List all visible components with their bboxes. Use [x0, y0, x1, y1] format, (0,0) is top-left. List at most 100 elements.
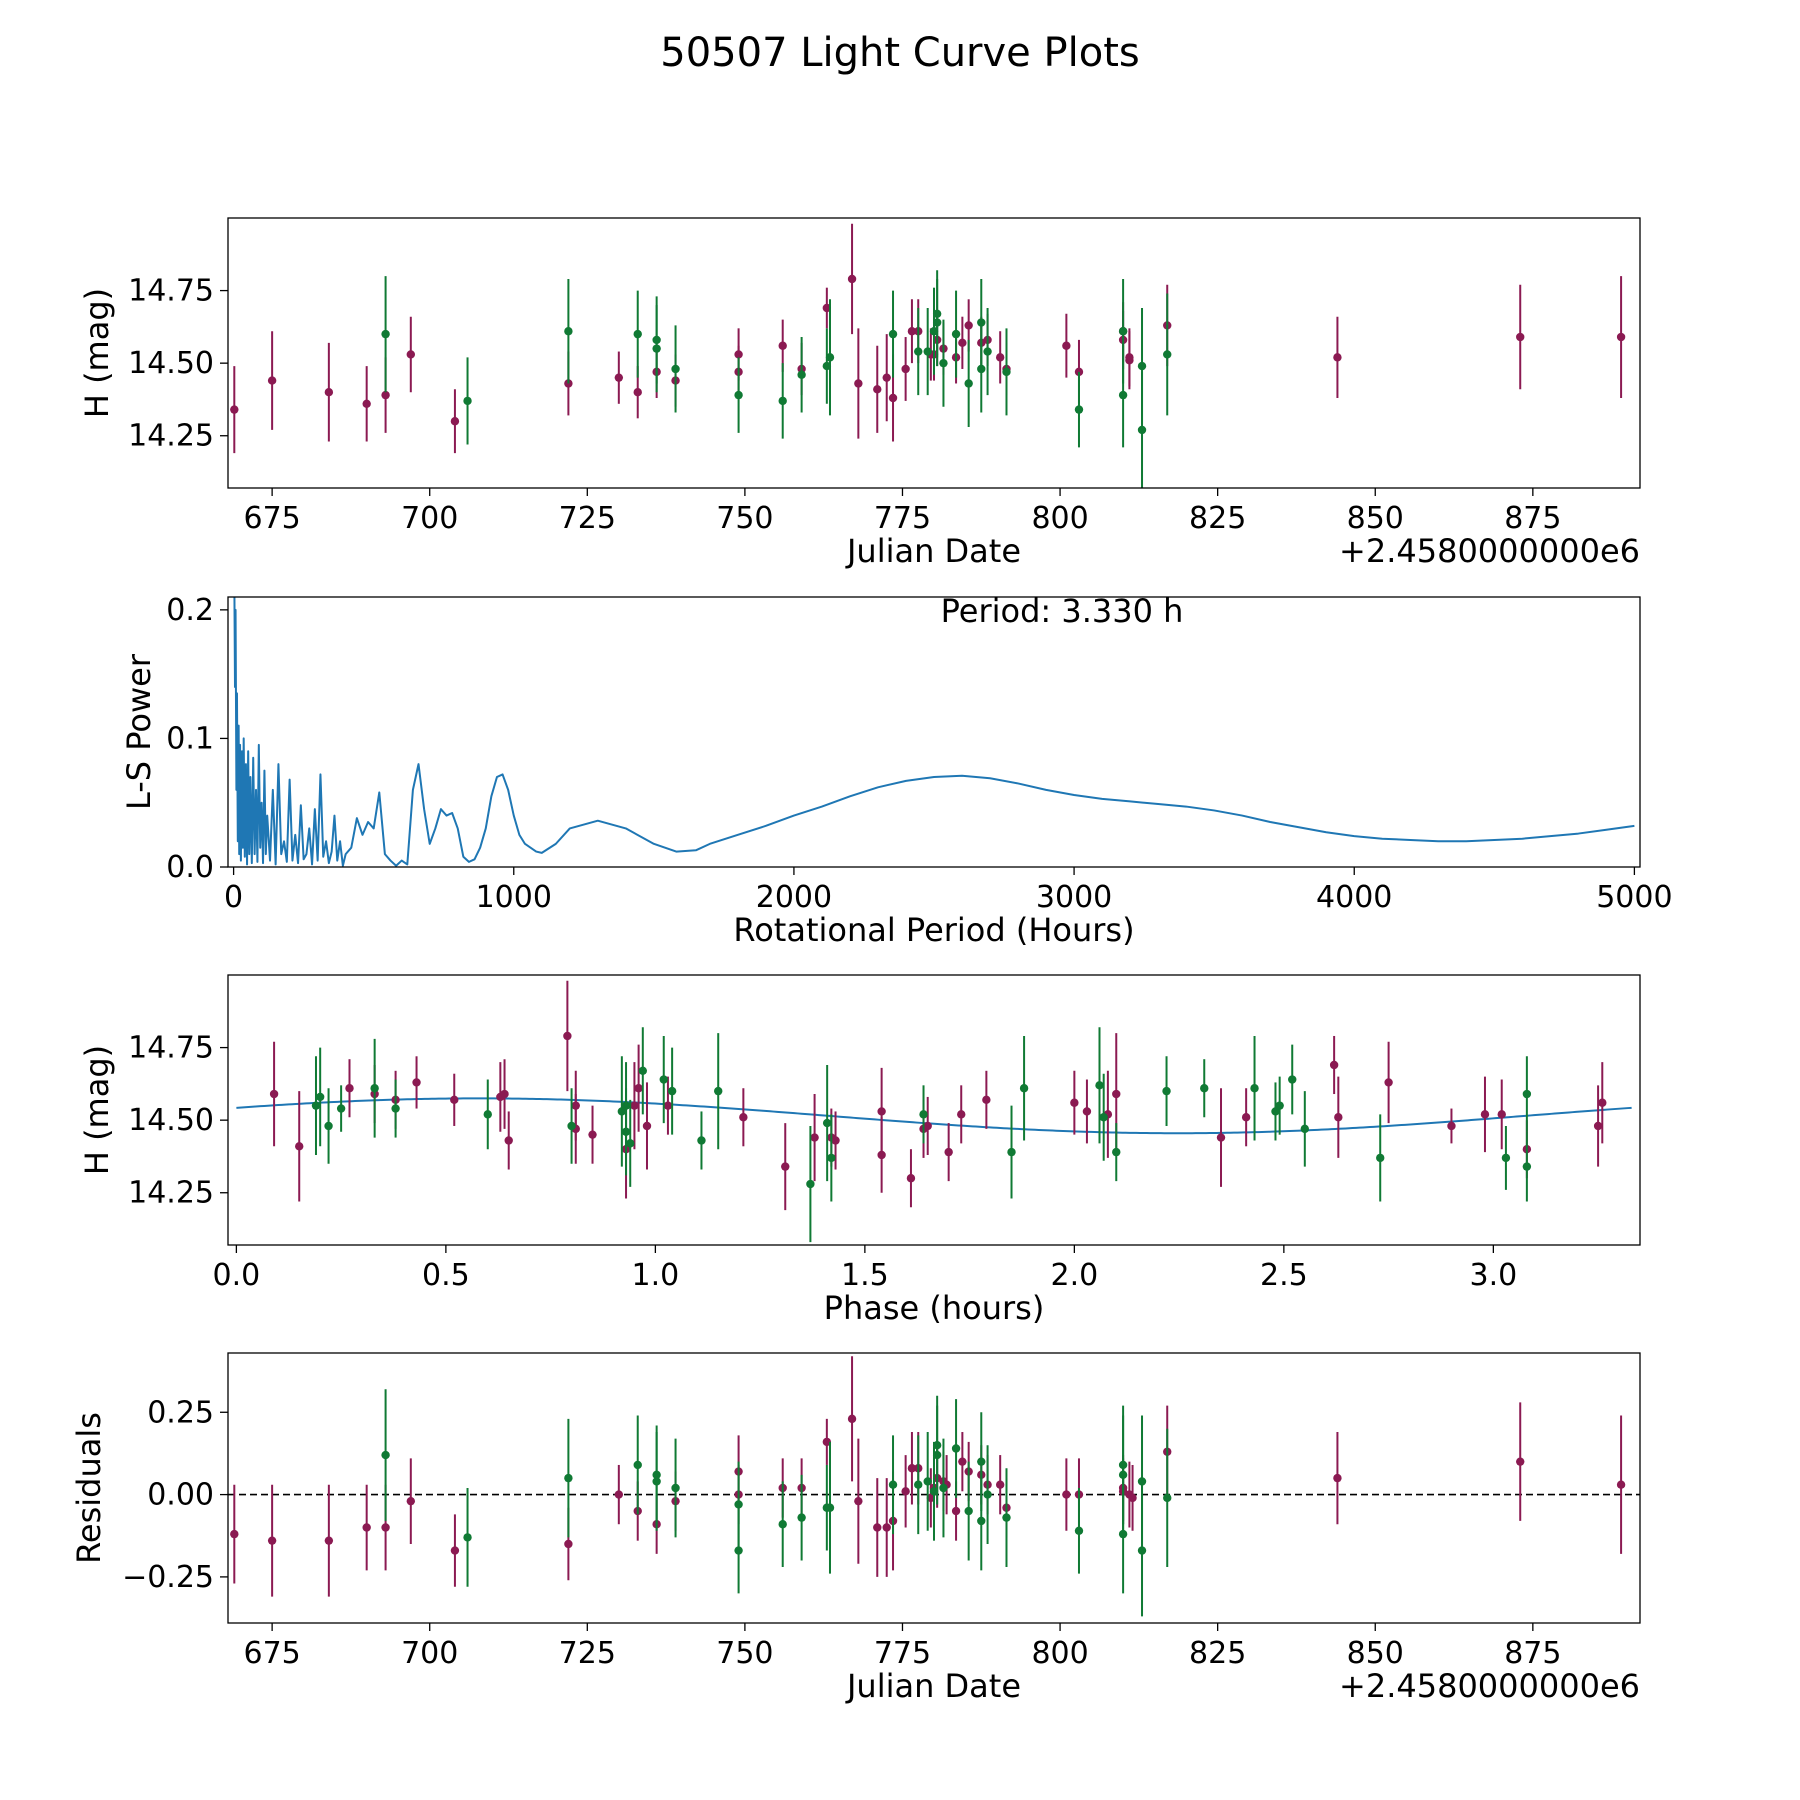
light-curve-data-point: [932, 309, 942, 319]
light-curve-x-tick-label: 825: [1189, 501, 1246, 536]
phase-folded-data-point: [1522, 1162, 1532, 1171]
residuals-data-point: [267, 1536, 277, 1545]
phase-folded-data-point: [617, 1107, 627, 1116]
phase-folded-data-point: [567, 1121, 576, 1131]
residuals-data-point: [324, 1536, 334, 1545]
light-curve-data-point: [614, 373, 624, 382]
light-curve-data-point: [1616, 332, 1626, 342]
residuals-data-point: [888, 1480, 898, 1489]
phase-folded-data-point: [1275, 1101, 1284, 1110]
light-curve-data-point: [1163, 350, 1172, 359]
periodogram-x-tick-label: 5000: [1596, 880, 1672, 915]
light-curve-data-point: [964, 321, 973, 330]
phase-folded-x-label: Phase (hours): [824, 1289, 1045, 1327]
light-curve-data-point: [406, 350, 416, 359]
phase-folded-data-point: [1501, 1153, 1511, 1163]
residuals-x-tick-label: 875: [1504, 1636, 1561, 1671]
light-curve-series-b: [381, 270, 1172, 488]
phase-folded-data-point: [1447, 1121, 1456, 1131]
phase-folded-data-point: [1480, 1110, 1490, 1119]
panel-light-curve: 675 700 725 750 775 800 825 850 875 14.2514.5014…: [78, 217, 1641, 570]
light-curve-data-point: [778, 341, 787, 350]
light-curve-data-point: [964, 379, 973, 388]
phase-folded-data-point: [1288, 1075, 1297, 1084]
phase-folded-x-tick-label: 1.0: [632, 1258, 680, 1293]
light-curve-data-point: [1002, 367, 1011, 377]
residuals-data-point: [1137, 1477, 1147, 1486]
light-curve-x-ticks: 675 700 725 750 775 800 825 850 875: [243, 488, 1561, 536]
phase-folded-data-point: [1334, 1113, 1343, 1122]
phase-folded-data-point: [831, 1136, 840, 1145]
residuals-data-point: [964, 1506, 973, 1516]
residuals-data-point: [854, 1496, 863, 1506]
light-curve-data-point: [734, 390, 743, 400]
light-curve-data-point: [267, 376, 277, 385]
phase-folded-data-point: [697, 1136, 706, 1145]
residuals-data-point: [1118, 1529, 1128, 1539]
residuals-offset-text: +2.4580000000e6: [1339, 1667, 1640, 1705]
residuals-data-point: [381, 1450, 390, 1460]
light-curve-data-point: [822, 361, 832, 371]
light-curve-x-tick-label: 775: [874, 501, 931, 536]
phase-folded-data-point: [563, 1031, 572, 1041]
light-curve-data-point: [929, 327, 939, 336]
phase-folded-data-point: [500, 1089, 509, 1099]
phase-folded-x-tick-label: 2.0: [1051, 1258, 1099, 1293]
phase-folded-data-point: [412, 1078, 421, 1087]
residuals-x-ticks: 675 700 725 750 775 800 825 850 875: [243, 1623, 1561, 1671]
residuals-data-point: [1074, 1526, 1084, 1536]
phase-folded-data-point: [714, 1086, 723, 1096]
light-curve-data-point: [901, 364, 910, 374]
light-curve-x-label: Julian Date: [845, 532, 1021, 570]
light-curve-data-point: [671, 364, 680, 374]
phase-folded-data-point: [1250, 1084, 1259, 1093]
residuals-data-point: [995, 1480, 1005, 1489]
residuals-plot-area: [228, 1356, 1640, 1617]
periodogram-x-ticks: 0 1000 2000 3000 4000 5000: [224, 867, 1673, 915]
periodogram-x-label: Rotational Period (Hours): [733, 911, 1134, 949]
light-curve-data-point: [873, 385, 882, 394]
light-curve-data-point: [633, 329, 642, 339]
phase-folded-data-point: [1095, 1081, 1104, 1090]
residuals-y-tick-label: 0.25: [147, 1395, 214, 1430]
residuals-data-point: [778, 1520, 787, 1529]
light-curve-data-point: [1137, 361, 1147, 371]
phase-folded-data-point: [663, 1101, 673, 1110]
residuals-data-point: [958, 1457, 967, 1466]
light-curve-x-tick-label: 700: [401, 501, 458, 536]
periodogram-y-tick-label: 0.1: [166, 721, 214, 756]
light-curve-y-tick-label: 14.75: [128, 274, 214, 309]
light-curve-data-point: [907, 327, 917, 336]
phase-folded-data-point: [1007, 1147, 1016, 1157]
panel-phase-folded: 0.0 0.5 1.0 1.5 2.0 2.5 3.0 14.25 14.50 14.75 Ph…: [78, 974, 1641, 1327]
residuals-x-tick-label: 800: [1031, 1636, 1088, 1671]
light-curve-data-point: [652, 344, 661, 353]
residuals-data-point: [1128, 1493, 1137, 1503]
light-curve-data-point: [1062, 341, 1071, 350]
light-curve-frame: [227, 217, 1641, 489]
residuals-data-point: [873, 1523, 882, 1532]
phase-folded-frame: [227, 974, 1641, 1246]
light-curve-data-point: [778, 396, 787, 406]
phase-folded-x-tick-label: 1.5: [841, 1258, 889, 1293]
periodogram-x-tick-label: 0: [224, 880, 243, 915]
panel-periodogram: 0 1000 2000 3000 4000 5000 0.0 0.1 0.2 Period: …: [120, 592, 1673, 949]
residuals-data-point: [406, 1496, 416, 1506]
residuals-data-point: [822, 1437, 832, 1447]
residuals-series-b: [381, 1389, 1172, 1617]
residuals-data-point: [939, 1483, 948, 1493]
residuals-y-ticks: −0.25 0.00 0.25: [122, 1395, 228, 1595]
periodogram-plot-area: [233, 597, 1635, 867]
residuals-y-label: Residuals: [70, 1412, 108, 1564]
phase-folded-y-ticks: 14.25 14.50 14.75: [128, 1031, 228, 1211]
light-curve-data-point: [1125, 356, 1134, 365]
light-curve-data-point: [450, 417, 460, 426]
phase-folded-data-point: [806, 1179, 815, 1189]
residuals-data-point: [926, 1493, 936, 1503]
residuals-x-tick-label: 775: [874, 1636, 931, 1671]
phase-folded-x-tick-label: 2.5: [1260, 1258, 1308, 1293]
phase-folded-data-point: [1112, 1147, 1121, 1157]
phase-folded-data-point: [483, 1110, 492, 1119]
light-curve-data-point: [381, 390, 390, 400]
residuals-data-point: [882, 1523, 891, 1532]
